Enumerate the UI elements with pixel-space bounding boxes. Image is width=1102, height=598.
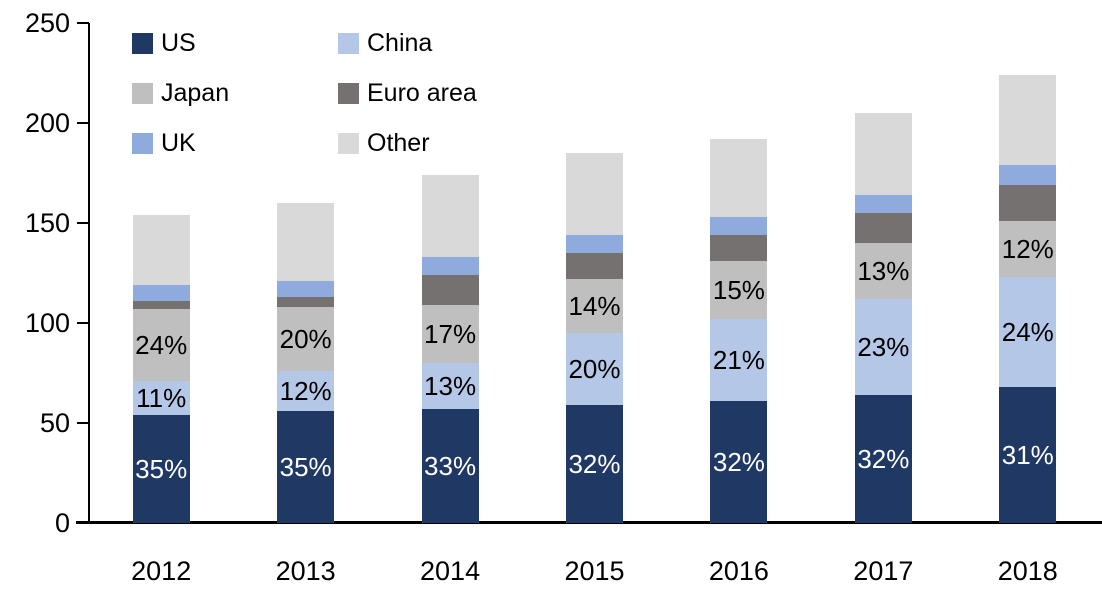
- x-axis-category-label: 2017: [853, 556, 914, 586]
- bar-segment-euro-area-2014: [421, 275, 479, 305]
- legend-item-euro-area: Euro area: [338, 68, 477, 118]
- bar-segment-china-2017: [854, 299, 912, 395]
- bar-segment-china-2015: [566, 333, 623, 405]
- bar-segment-us-2015: [566, 405, 623, 523]
- y-axis-line: [88, 23, 90, 523]
- bar-segment-us-2014: [421, 409, 479, 523]
- bar-segment-euro-area-2012: [132, 301, 190, 309]
- bar-segment-uk-2017: [854, 195, 912, 213]
- bar-segment-other-2018: [999, 75, 1057, 165]
- x-axis-category-label: 2013: [275, 556, 336, 586]
- bar-segment-other-2013: [277, 203, 335, 281]
- bar-segment-other-2014: [421, 175, 479, 257]
- y-axis-tick: [77, 22, 89, 24]
- legend-swatch-icon: [338, 82, 359, 104]
- bar-segment-japan-2017: [854, 243, 912, 299]
- bar-segment-japan-2018: [999, 221, 1057, 277]
- bar-segment-uk-2015: [566, 235, 623, 253]
- bar-segment-other-2017: [854, 113, 912, 195]
- legend-label: Euro area: [367, 78, 477, 107]
- bar-segment-euro-area-2013: [277, 297, 335, 307]
- y-axis-tick: [77, 322, 89, 324]
- bar-segment-china-2018: [999, 277, 1057, 387]
- bar-segment-us-2018: [999, 387, 1057, 523]
- bar-segment-other-2012: [132, 215, 190, 285]
- bar-segment-euro-area-2015: [566, 253, 623, 279]
- bar-segment-euro-area-2018: [999, 185, 1057, 221]
- bar-segment-euro-area-2017: [854, 213, 912, 243]
- bar-segment-other-2015: [566, 153, 623, 235]
- legend-swatch-icon: [132, 32, 153, 54]
- x-axis-category-label: 2018: [997, 556, 1058, 586]
- x-axis-category-label: 2014: [420, 556, 481, 586]
- bar-segment-us-2016: [710, 401, 768, 523]
- bar-segment-china-2012: [132, 381, 190, 415]
- legend-item-china: China: [338, 18, 477, 68]
- bar-segment-japan-2012: [132, 309, 190, 381]
- bar-segment-japan-2013: [277, 307, 335, 371]
- x-axis-category-label: 2012: [131, 556, 192, 586]
- y-axis-tick: [77, 222, 89, 224]
- legend-item-uk: UK: [132, 118, 338, 168]
- bar-segment-china-2014: [421, 363, 479, 409]
- legend-label: US: [161, 28, 196, 57]
- legend-item-other: Other: [338, 118, 477, 168]
- legend-label: UK: [161, 128, 196, 157]
- y-axis-tick: [77, 422, 89, 424]
- bar-segment-uk-2014: [421, 257, 479, 275]
- bar-segment-uk-2016: [710, 217, 768, 235]
- bar-segment-japan-2014: [421, 305, 479, 363]
- legend-label: China: [367, 28, 433, 57]
- y-axis-tick-label: 150: [24, 208, 70, 238]
- bar-segment-us-2017: [854, 395, 912, 523]
- legend-label: Japan: [161, 78, 230, 107]
- x-axis-category-label: 2016: [708, 556, 769, 586]
- legend-item-japan: Japan: [132, 68, 338, 118]
- y-axis-tick-label: 100: [24, 308, 70, 338]
- bar-segment-china-2016: [710, 319, 768, 401]
- chart-legend: US China Japan Euro area UK Other: [132, 18, 477, 168]
- legend-swatch-icon: [338, 32, 359, 54]
- y-axis-tick-label: 200: [24, 108, 70, 138]
- legend-swatch-icon: [132, 82, 153, 104]
- bar-segment-us-2012: [132, 415, 190, 523]
- legend-swatch-icon: [338, 132, 359, 154]
- bar-segment-japan-2015: [566, 279, 623, 333]
- bar-segment-japan-2016: [710, 261, 768, 319]
- bar-segment-china-2013: [277, 371, 335, 411]
- y-axis-tick: [77, 122, 89, 124]
- bar-segment-euro-area-2016: [710, 235, 768, 261]
- bar-segment-uk-2018: [999, 165, 1057, 185]
- bar-segment-other-2016: [710, 139, 768, 217]
- bar-segment-uk-2012: [132, 285, 190, 301]
- legend-item-us: US: [132, 18, 338, 68]
- y-axis-tick-label: 0: [54, 508, 70, 538]
- y-axis-tick-label: 250: [24, 8, 70, 38]
- bar-segment-us-2013: [277, 411, 335, 523]
- y-axis-tick-label: 50: [39, 408, 70, 438]
- legend-label: Other: [367, 128, 430, 157]
- legend-swatch-icon: [132, 132, 153, 154]
- y-axis-tick: [77, 522, 89, 524]
- x-axis-category-label: 2015: [564, 556, 625, 586]
- bar-segment-uk-2013: [277, 281, 335, 297]
